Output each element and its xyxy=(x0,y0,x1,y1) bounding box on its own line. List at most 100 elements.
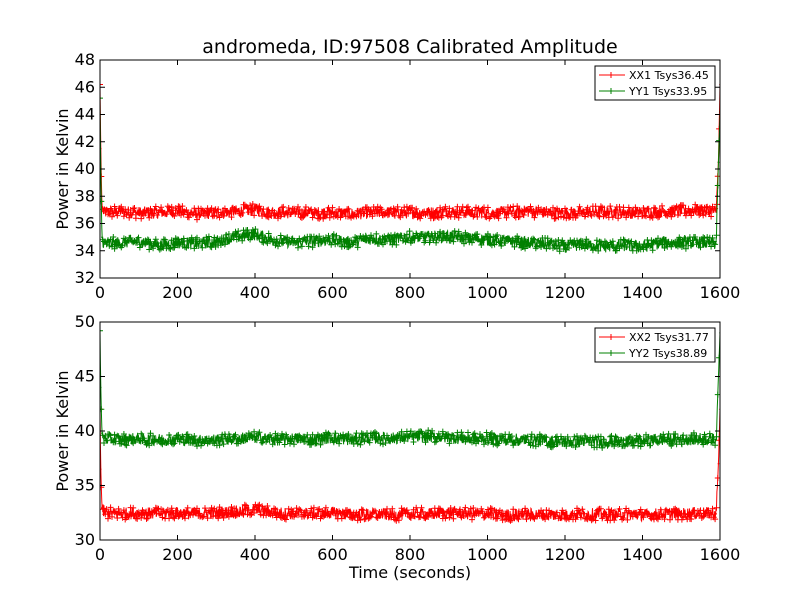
data-point xyxy=(331,211,334,214)
data-point xyxy=(428,435,431,438)
data-point xyxy=(409,513,411,515)
top-y-axis-label: Power in Kelvin xyxy=(53,108,72,229)
data-point xyxy=(292,241,295,244)
x-tick-label: 0 xyxy=(95,545,105,564)
data-point xyxy=(157,513,159,515)
legend-box xyxy=(594,65,716,101)
legend-marker xyxy=(608,334,614,340)
data-point xyxy=(544,243,547,245)
data-point xyxy=(370,513,373,515)
data-point xyxy=(602,441,605,443)
plot-area xyxy=(100,81,720,255)
data-point xyxy=(292,437,295,440)
y-tick-label: 32 xyxy=(75,268,95,287)
data-point xyxy=(428,236,431,238)
data-point xyxy=(486,513,489,515)
data-point xyxy=(196,243,198,245)
data-point xyxy=(486,437,489,440)
data-point xyxy=(137,240,140,243)
data-point xyxy=(447,436,450,439)
data-point xyxy=(118,438,121,441)
data-point xyxy=(564,245,566,248)
data-point xyxy=(137,211,140,214)
data-point xyxy=(101,432,103,434)
data-point xyxy=(389,239,392,241)
data-point xyxy=(622,441,624,443)
series-markers xyxy=(100,327,720,451)
data-point xyxy=(118,241,121,244)
data-point xyxy=(564,514,566,516)
y-tick-label: 42 xyxy=(75,132,95,151)
legend: XX2 Tsys31.77 YY2 Tsys38.89 xyxy=(594,327,716,363)
data-point xyxy=(215,438,218,441)
data-point xyxy=(409,236,411,238)
data-point xyxy=(254,436,256,439)
data-point xyxy=(176,437,179,440)
data-point xyxy=(641,245,644,248)
data-point xyxy=(506,240,508,243)
series-markers xyxy=(100,406,720,524)
data-point xyxy=(525,438,528,441)
data-point xyxy=(370,237,373,240)
x-tick-label: 1400 xyxy=(622,545,663,564)
data-point xyxy=(137,437,140,440)
legend-marker xyxy=(608,88,614,94)
legend: XX1 Tsys36.45 YY1 Tsys33.95 xyxy=(594,65,716,101)
data-point xyxy=(234,210,237,213)
plot-area xyxy=(100,327,720,524)
data-point xyxy=(544,514,547,516)
data-point xyxy=(215,211,218,214)
data-point xyxy=(715,438,717,441)
x-tick-label: 1600 xyxy=(700,545,741,564)
data-point xyxy=(196,440,198,442)
y-tick-label: 35 xyxy=(75,476,95,495)
data-point xyxy=(254,508,256,511)
x-tick-label: 1200 xyxy=(545,545,586,564)
data-point xyxy=(661,241,663,244)
data-point xyxy=(661,438,663,441)
data-point xyxy=(699,437,702,440)
data-point xyxy=(583,243,586,245)
data-point xyxy=(254,209,256,211)
data-point xyxy=(715,243,717,245)
data-point xyxy=(680,241,683,244)
data-point xyxy=(641,440,644,442)
x-tick-label: 0 xyxy=(95,283,105,302)
data-point xyxy=(622,513,624,515)
y-tick-label: 44 xyxy=(75,105,95,124)
data-point xyxy=(486,211,489,214)
data-point xyxy=(234,236,237,238)
data-point xyxy=(103,437,105,440)
data-point xyxy=(103,243,105,245)
data-point xyxy=(370,436,373,439)
data-point xyxy=(370,211,373,214)
data-point xyxy=(273,511,276,514)
series-xx2 xyxy=(100,406,720,524)
x-tick-label: 1200 xyxy=(545,283,586,302)
data-point xyxy=(428,211,431,214)
series-markers xyxy=(100,95,720,255)
data-point xyxy=(292,211,295,214)
data-point xyxy=(157,211,159,214)
y-tick-label: 30 xyxy=(75,530,95,549)
bottom-plot: 0 200 400 600 800 1000 1200 1400 1600 30 35 40 45 50 X… xyxy=(75,312,741,564)
legend-label: YY1 Tsys33.95 xyxy=(628,85,707,98)
data-point xyxy=(409,211,411,214)
data-point xyxy=(680,513,683,515)
data-point xyxy=(176,210,179,213)
data-point xyxy=(680,210,683,213)
data-point xyxy=(351,241,353,244)
data-point xyxy=(680,438,683,441)
data-point xyxy=(409,435,411,438)
data-point xyxy=(699,209,702,211)
data-point xyxy=(137,511,140,514)
data-point xyxy=(447,210,450,213)
x-tick-label: 600 xyxy=(317,545,348,564)
data-point xyxy=(641,514,644,516)
series-markers xyxy=(100,81,720,223)
data-point xyxy=(118,210,121,213)
data-point xyxy=(351,213,353,215)
data-point xyxy=(447,511,450,514)
x-axis-label: Time (seconds) xyxy=(348,563,471,582)
